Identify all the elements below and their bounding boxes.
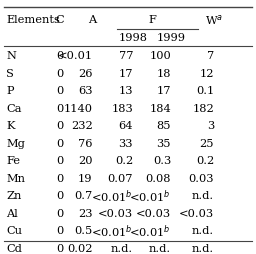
Text: 0: 0 (56, 121, 63, 131)
Text: P: P (6, 86, 14, 96)
Text: C: C (55, 15, 64, 25)
Text: 0.5: 0.5 (74, 225, 93, 235)
Text: n.d.: n.d. (192, 243, 214, 253)
Text: Fe: Fe (6, 156, 20, 166)
Text: 0: 0 (56, 225, 63, 235)
Text: Cu: Cu (6, 225, 23, 235)
Text: 0: 0 (56, 190, 63, 200)
Text: 20: 20 (78, 156, 93, 166)
Text: 0.2: 0.2 (115, 156, 133, 166)
Text: n.d.: n.d. (111, 243, 133, 253)
Text: 35: 35 (157, 138, 171, 148)
Text: 0.7: 0.7 (74, 190, 93, 200)
Text: 0.03: 0.03 (189, 173, 214, 183)
Text: 17: 17 (157, 86, 171, 96)
Text: <0.01$^b$: <0.01$^b$ (129, 187, 171, 204)
Text: K: K (6, 121, 15, 131)
Text: Elements: Elements (6, 15, 60, 25)
Text: 184: 184 (149, 103, 171, 113)
Text: <0.01$^b$: <0.01$^b$ (91, 187, 133, 204)
Text: 85: 85 (157, 121, 171, 131)
Text: 0: 0 (56, 68, 63, 78)
Text: <0.03: <0.03 (98, 208, 133, 218)
Text: F: F (148, 15, 156, 25)
Text: 1998: 1998 (119, 33, 147, 42)
Text: Ca: Ca (6, 103, 22, 113)
Text: 183: 183 (111, 103, 133, 113)
Text: Zn: Zn (6, 190, 22, 200)
Text: <0.03: <0.03 (136, 208, 171, 218)
Text: 0: 0 (56, 86, 63, 96)
Text: 0.2: 0.2 (196, 156, 214, 166)
Text: 3: 3 (207, 121, 214, 131)
Text: 18: 18 (157, 68, 171, 78)
Text: 100: 100 (149, 51, 171, 61)
Text: 19: 19 (78, 173, 93, 183)
Text: n.d.: n.d. (192, 225, 214, 235)
Text: 232: 232 (71, 121, 93, 131)
Text: Al: Al (6, 208, 18, 218)
Text: <0.01$^b$: <0.01$^b$ (91, 222, 133, 239)
Text: 12: 12 (200, 68, 214, 78)
Text: 25: 25 (200, 138, 214, 148)
Text: 33: 33 (119, 138, 133, 148)
Text: Mn: Mn (6, 173, 25, 183)
Text: <0.03: <0.03 (179, 208, 214, 218)
Text: 182: 182 (192, 103, 214, 113)
Text: 63: 63 (78, 86, 93, 96)
Text: 17: 17 (119, 68, 133, 78)
Text: 13: 13 (119, 86, 133, 96)
Text: 7: 7 (207, 51, 214, 61)
Text: n.d.: n.d. (192, 190, 214, 200)
Text: 0.3: 0.3 (153, 156, 171, 166)
Text: 77: 77 (119, 51, 133, 61)
Text: W$^a$: W$^a$ (205, 13, 223, 27)
Text: 0: 0 (56, 103, 63, 113)
Text: 0: 0 (56, 138, 63, 148)
Text: <0.01: <0.01 (57, 51, 93, 61)
Text: 76: 76 (78, 138, 93, 148)
Text: Mg: Mg (6, 138, 25, 148)
Text: 1140: 1140 (63, 103, 93, 113)
Text: 0.07: 0.07 (108, 173, 133, 183)
Text: 0.02: 0.02 (67, 243, 93, 253)
Text: N: N (6, 51, 16, 61)
Text: 0.1: 0.1 (196, 86, 214, 96)
Text: 64: 64 (119, 121, 133, 131)
Text: A: A (88, 15, 97, 25)
Text: <0.01$^b$: <0.01$^b$ (129, 222, 171, 239)
Text: 0: 0 (56, 51, 63, 61)
Text: 1999: 1999 (157, 33, 186, 42)
Text: 0.08: 0.08 (146, 173, 171, 183)
Text: n.d.: n.d. (149, 243, 171, 253)
Text: Cd: Cd (6, 243, 22, 253)
Text: 0: 0 (56, 173, 63, 183)
Text: S: S (6, 68, 14, 78)
Text: 26: 26 (78, 68, 93, 78)
Text: 23: 23 (78, 208, 93, 218)
Text: 0: 0 (56, 208, 63, 218)
Text: 0: 0 (56, 243, 63, 253)
Text: 0: 0 (56, 156, 63, 166)
